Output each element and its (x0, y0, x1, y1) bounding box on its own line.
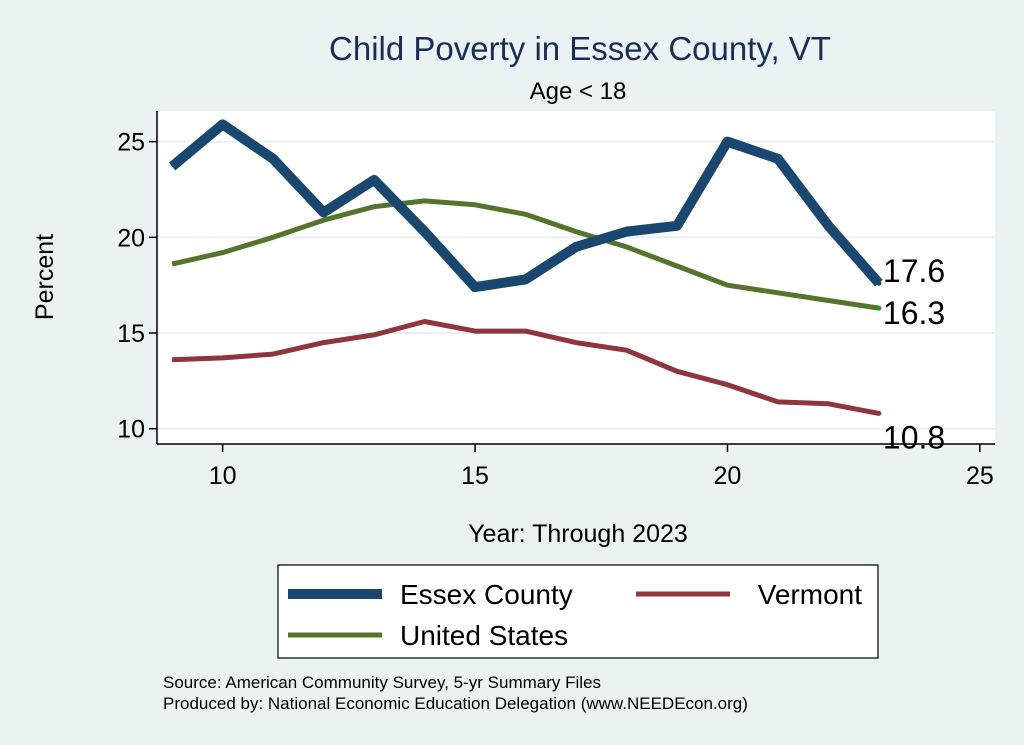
axes: 10 15 20 25 10 15 20 25 (117, 111, 995, 490)
x-tick-label-15: 15 (461, 462, 489, 490)
end-labels: 17.6 10.8 16.3 (883, 253, 945, 455)
y-tick-label-10: 10 (117, 416, 145, 444)
y-tick-label-25: 25 (117, 129, 145, 157)
end-label-essex-county: 17.6 (883, 253, 945, 289)
source-line-1: Source: American Community Survey, 5-yr … (163, 673, 601, 692)
endpoint-essex-county (876, 280, 882, 286)
chart-title: Child Poverty in Essex County, VT (329, 30, 831, 67)
legend-label-united-states: United States (400, 620, 568, 651)
series-line-united-states (171, 198, 880, 311)
x-tick-label-20: 20 (714, 462, 742, 490)
x-tick-label-10: 10 (209, 462, 237, 490)
legend-label-vermont: Vermont (758, 579, 862, 610)
y-tick-label-15: 15 (117, 320, 145, 348)
y-axis-label: Percent (31, 234, 59, 320)
plot-area (157, 111, 995, 444)
legend-items: Essex County Vermont United States (288, 579, 862, 651)
legend (277, 564, 879, 659)
chart-subtitle: Age < 18 (530, 78, 627, 105)
endpoint-vermont (876, 410, 882, 416)
source-line-2: Produced by: National Economic Education… (163, 694, 748, 713)
series-line-vermont (172, 319, 880, 416)
x-tick-label-25: 25 (966, 462, 994, 490)
series-line-essex-county (168, 119, 883, 293)
y-tick-label-20: 20 (117, 224, 145, 252)
series-group (168, 119, 883, 416)
end-label-vermont: 10.8 (883, 419, 945, 455)
grid-lines (157, 140, 995, 430)
x-axis-label: Year: Through 2023 (468, 520, 688, 548)
end-label-united-states: 16.3 (883, 295, 945, 331)
legend-label-essex-county: Essex County (400, 579, 573, 610)
endpoint-united-states (876, 305, 882, 311)
